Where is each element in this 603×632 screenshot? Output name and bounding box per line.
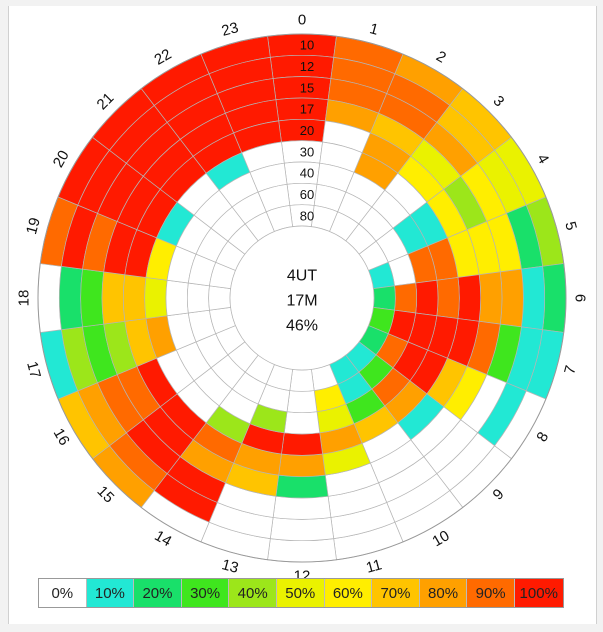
ring-label: 80 — [300, 208, 314, 223]
sector-label: 7 — [561, 364, 580, 376]
ring-label: 10 — [300, 38, 314, 53]
ring-label: 60 — [300, 187, 314, 202]
sector-label: 14 — [152, 527, 175, 550]
cell-ring2-sector6 — [499, 268, 524, 328]
cell-ring1-sector12 — [269, 517, 335, 541]
cell-ring8-sector18 — [208, 285, 232, 311]
sector-label: 5 — [561, 220, 580, 232]
center-label: 17M — [286, 293, 317, 310]
sector-label: 0 — [298, 12, 306, 29]
cell-ring5-sector6 — [436, 277, 460, 319]
legend-entry: 40% — [229, 579, 277, 607]
legend-entry: 50% — [276, 579, 325, 607]
cell-ring7-sector18 — [186, 282, 210, 314]
cell-ring0-sector6 — [542, 263, 567, 333]
legend-entry: 70% — [372, 579, 420, 607]
legend-entry: 30% — [181, 579, 230, 607]
ring-label: 30 — [300, 144, 314, 159]
sector-label: 23 — [220, 19, 241, 40]
sector-label: 4 — [533, 151, 552, 167]
ring-label: 40 — [300, 166, 314, 181]
center-label: 46% — [286, 318, 318, 335]
legend-entry: 10% — [86, 579, 135, 607]
sector-label: 8 — [533, 429, 552, 445]
cell-ring1-sector18 — [59, 265, 83, 331]
cell-ring8-sector12 — [289, 368, 315, 392]
legend-entry: 80% — [419, 579, 468, 607]
legend-entry: 60% — [324, 579, 373, 607]
cell-ring6-sector12 — [283, 411, 321, 435]
sector-label: 17 — [23, 360, 44, 381]
cell-ring1-sector6 — [521, 265, 545, 331]
sector-label: 19 — [23, 216, 44, 237]
ring-label: 20 — [300, 123, 314, 138]
sector-label: 3 — [490, 92, 508, 110]
cell-ring0-sector18 — [37, 263, 62, 333]
legend-entry: 100% — [514, 579, 563, 607]
legend-entry: 0% — [39, 579, 87, 607]
center-label: 4UT — [287, 268, 317, 285]
cell-ring6-sector18 — [165, 279, 189, 317]
color-legend: 0% 10% 20% 30% 40% 50% 60% 70% 80% 90% 100% — [38, 578, 564, 608]
sector-label: 20 — [50, 148, 73, 171]
ring-label: 12 — [300, 59, 314, 74]
legend-entry: 20% — [134, 579, 182, 607]
outer-ring-outline — [37, 33, 567, 563]
cell-ring3-sector12 — [275, 474, 329, 499]
sector-label: 13 — [220, 556, 241, 577]
sector-label: 6 — [572, 294, 589, 302]
ring-label: 17 — [300, 102, 314, 117]
cell-ring0-sector12 — [267, 538, 337, 563]
cell-ring5-sector12 — [281, 432, 323, 456]
ring-label: 15 — [300, 80, 314, 95]
cell-ring4-sector12 — [278, 453, 326, 477]
sector-label: 2 — [433, 48, 449, 67]
cell-ring4-sector18 — [123, 274, 147, 322]
sector-label: 1 — [368, 20, 380, 39]
cell-ring3-sector6 — [478, 271, 503, 325]
cell-ring4-sector6 — [457, 274, 481, 322]
sector-label: 22 — [152, 46, 175, 69]
sector-label: 15 — [94, 483, 118, 507]
sector-label: 16 — [50, 426, 73, 449]
cell-ring6-sector6 — [415, 279, 439, 317]
center-disk — [229, 225, 375, 371]
sector-label: 9 — [490, 486, 508, 504]
legend-entry: 90% — [467, 579, 515, 607]
cell-ring7-sector12 — [286, 390, 318, 414]
sector-label: 11 — [364, 556, 383, 576]
cell-ring2-sector12 — [272, 495, 332, 520]
sector-label: 18 — [16, 290, 33, 307]
cell-ring2-sector18 — [80, 268, 105, 328]
cell-ring7-sector6 — [394, 282, 418, 314]
cell-ring8-sector6 — [372, 285, 396, 311]
cell-ring5-sector18 — [144, 277, 168, 319]
cell-ring3-sector18 — [101, 271, 126, 325]
sector-label: 21 — [94, 90, 118, 114]
sector-label: 10 — [430, 527, 453, 550]
